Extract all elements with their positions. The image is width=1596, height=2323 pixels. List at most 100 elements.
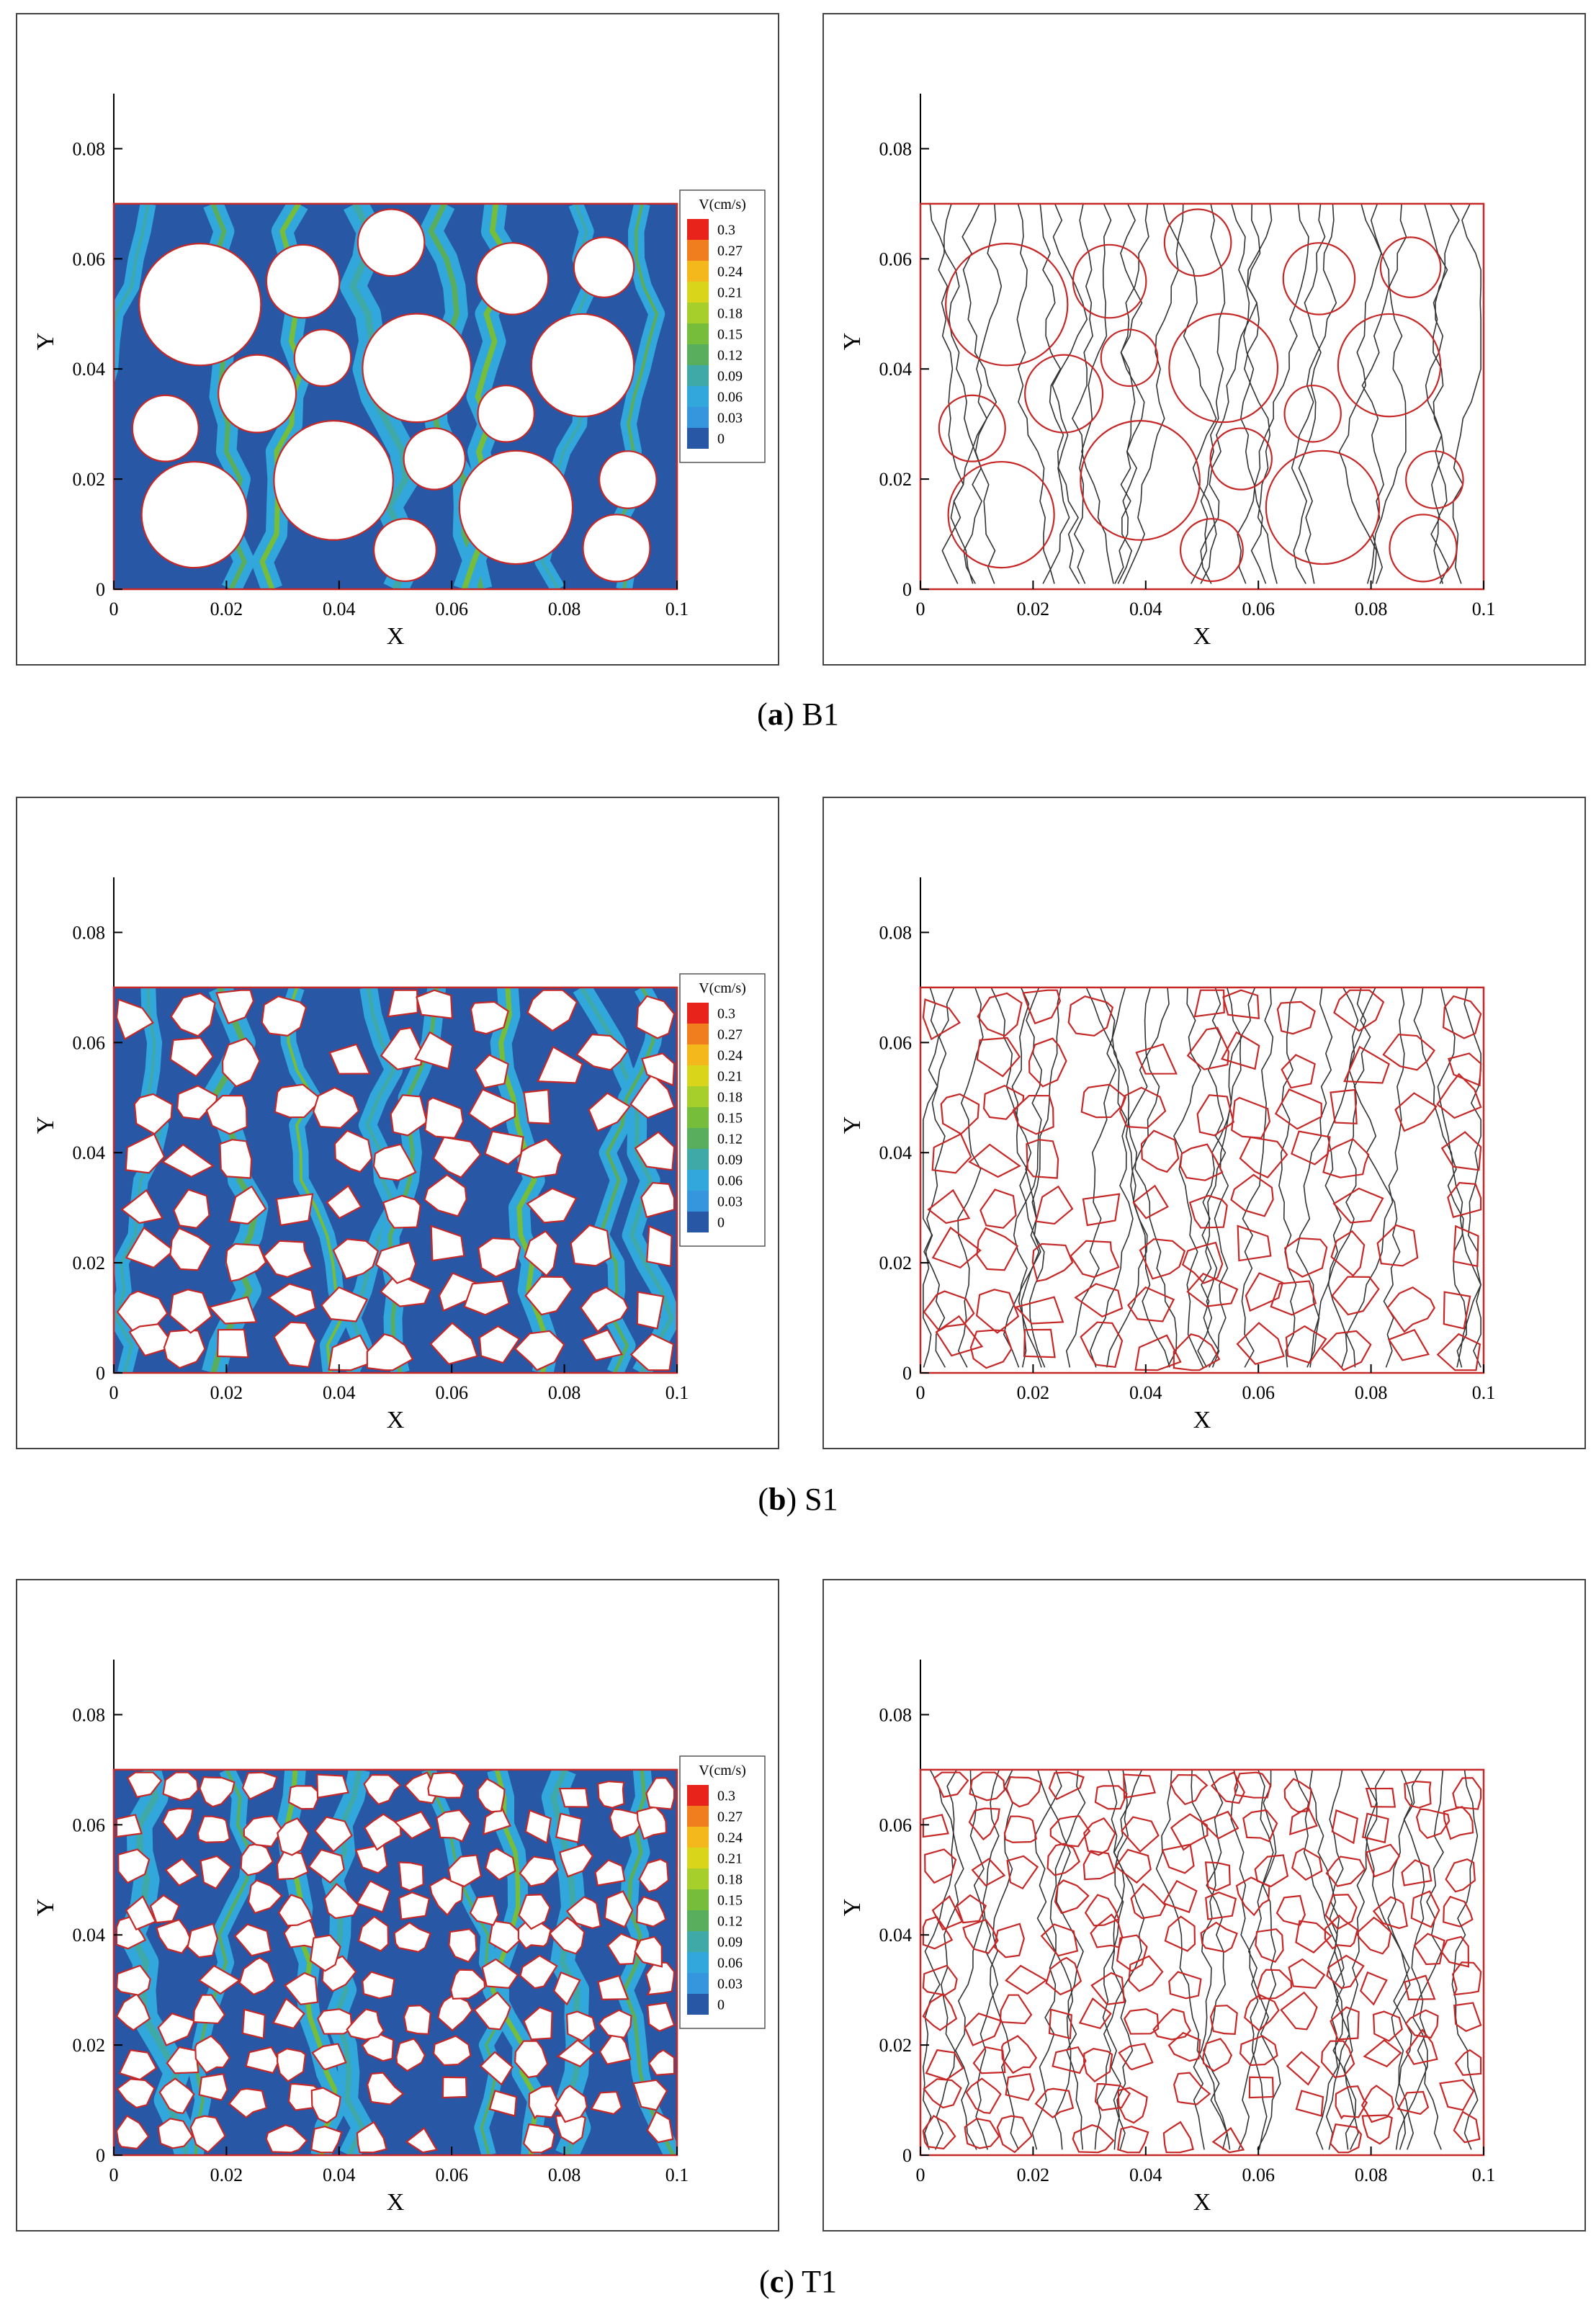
- y-tick-label: 0.04: [879, 359, 913, 380]
- y-tick-label: 0.02: [73, 2035, 106, 2056]
- grain: [1179, 1143, 1224, 1181]
- grain: [977, 992, 1023, 1037]
- grain: [1440, 1131, 1482, 1171]
- grain: [198, 2072, 228, 2101]
- streamline: [1294, 1769, 1350, 2150]
- x-tick-label: 0.1: [665, 599, 689, 619]
- legend-swatch: [687, 303, 709, 323]
- grain: [1134, 1334, 1182, 1371]
- grain: [1040, 1923, 1079, 1957]
- streamline: [1452, 203, 1481, 584]
- grain: [645, 1777, 676, 1810]
- legend-swatch: [687, 344, 709, 365]
- grain: [140, 460, 248, 569]
- grain: [1123, 1773, 1156, 1799]
- grain: [514, 2040, 549, 2079]
- grain: [170, 992, 216, 1037]
- grain: [604, 1890, 634, 1928]
- y-tick-label: 0.02: [73, 1253, 106, 1274]
- legend-label: 0.06: [717, 390, 743, 406]
- grain: [1135, 1043, 1178, 1075]
- grain: [1337, 313, 1442, 418]
- legend-label: 0.18: [717, 1090, 743, 1106]
- streamline: [1122, 203, 1184, 584]
- grain: [969, 1329, 1013, 1369]
- grain: [314, 1816, 353, 1853]
- grain: [429, 1876, 464, 1917]
- grain: [1436, 1333, 1481, 1371]
- x-tick-label: 0.06: [435, 1382, 468, 1403]
- grain: [1237, 1225, 1272, 1262]
- grain: [1447, 1181, 1482, 1219]
- plot-area: [114, 203, 677, 589]
- grain: [1210, 1771, 1245, 1804]
- grain: [333, 1129, 373, 1173]
- grain: [357, 208, 426, 277]
- grain: [1006, 1855, 1039, 1890]
- grain: [580, 1286, 629, 1333]
- grain: [1114, 1848, 1152, 1884]
- streamline: [1130, 987, 1170, 1368]
- grain: [241, 1771, 278, 1801]
- grain: [1410, 1890, 1440, 1928]
- x-tick-label: 0.04: [323, 599, 356, 619]
- grain: [225, 1243, 267, 1282]
- streamline: [1366, 203, 1407, 584]
- grain: [922, 2114, 956, 2150]
- grain: [1078, 1997, 1112, 2030]
- grain: [537, 1045, 583, 1084]
- grain: [1359, 1971, 1388, 2006]
- grain: [215, 989, 255, 1025]
- grain: [1049, 1815, 1091, 1848]
- grain: [1404, 1780, 1432, 1809]
- grain: [526, 1187, 578, 1224]
- grain: [1161, 1843, 1195, 1874]
- grain: [1164, 1915, 1196, 1952]
- grain: [931, 1895, 964, 1931]
- grain: [1082, 2048, 1113, 2082]
- grain: [470, 1001, 509, 1035]
- grain: [263, 1240, 313, 1279]
- grain: [423, 1173, 467, 1217]
- legend-swatch: [687, 1044, 709, 1065]
- grain: [641, 1052, 676, 1087]
- grain: [161, 1143, 215, 1178]
- grain: [1401, 1859, 1433, 1886]
- y-tick-label: 0: [96, 1363, 105, 1384]
- grain: [398, 1861, 424, 1892]
- x-tick-label: 0.02: [1017, 1382, 1050, 1403]
- grain: [1363, 2038, 1402, 2068]
- grain: [636, 1895, 667, 1928]
- legend-swatch: [687, 323, 709, 344]
- legend-swatch: [687, 1785, 709, 1806]
- grain: [1255, 1928, 1284, 1963]
- legend-label: 0.18: [717, 1872, 743, 1888]
- grain: [131, 394, 200, 462]
- legend-label: 0.27: [717, 1027, 743, 1043]
- grain: [606, 1933, 639, 1966]
- grain: [1074, 1283, 1124, 1318]
- grain: [1244, 1994, 1280, 2032]
- grain: [968, 1807, 1000, 1841]
- grain: [1453, 2002, 1482, 2033]
- grain: [323, 1882, 360, 1920]
- grain: [1291, 1130, 1331, 1165]
- chart-a-left: 0 0.02 0.04 0.06 0.08 0.1 0 0.02 0.04 0.06 0.08 X Y V…: [16, 13, 779, 666]
- x-tick-label: 0.1: [1472, 2165, 1496, 2185]
- grain: [925, 2049, 964, 2081]
- grain: [1132, 1184, 1169, 1219]
- legend-label: 0.12: [717, 348, 743, 364]
- grain: [240, 1843, 274, 1876]
- grain: [372, 1143, 417, 1181]
- grain: [1295, 1920, 1332, 1953]
- grain: [133, 1093, 174, 1135]
- grain: [458, 449, 574, 565]
- grain: [1283, 385, 1342, 443]
- grain: [199, 1776, 236, 1808]
- grain: [922, 1814, 949, 1838]
- legend-swatch: [687, 1931, 709, 1952]
- grain: [1196, 1094, 1235, 1137]
- grain: [187, 1923, 218, 1959]
- streamline: [923, 1769, 958, 2150]
- x-tick-label: 0.06: [435, 599, 468, 619]
